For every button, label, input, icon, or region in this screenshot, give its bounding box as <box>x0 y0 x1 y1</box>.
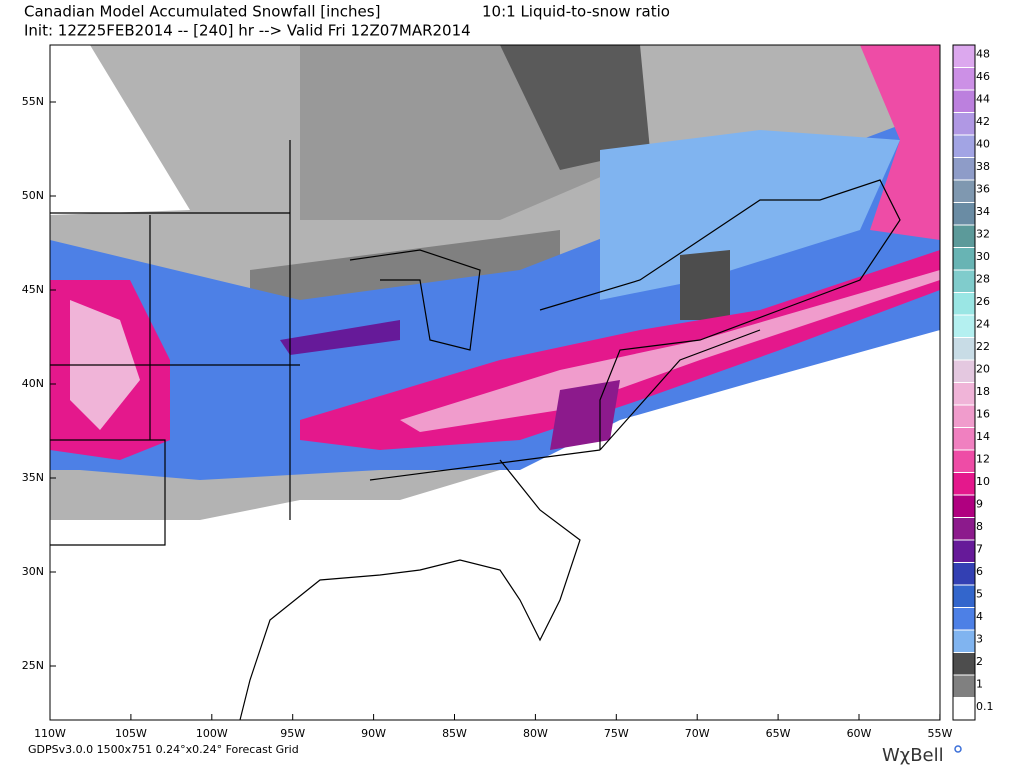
colorbar-swatch <box>952 652 976 676</box>
colorbar-label: 26 <box>976 295 990 308</box>
colorbar-swatch <box>952 337 976 361</box>
lon-label: 60W <box>847 727 872 740</box>
colorbar-label: 40 <box>976 137 990 150</box>
colorbar-label: 36 <box>976 182 990 195</box>
colorbar-label: 42 <box>976 115 990 128</box>
colorbar-swatch <box>952 112 976 136</box>
colorbar-label: 16 <box>976 407 990 420</box>
lon-label: 65W <box>766 727 791 740</box>
colorbar-swatch <box>952 494 976 518</box>
colorbar-label: 10 <box>976 475 990 488</box>
colorbar-swatch <box>952 674 976 698</box>
subtitle: Init: 12Z25FEB2014 -- [240] hr --> Valid… <box>24 22 471 40</box>
colorbar-label: 24 <box>976 317 990 330</box>
lat-label: 50N <box>22 189 44 202</box>
lon-label: 70W <box>685 727 710 740</box>
logo: WχBell <box>882 745 944 766</box>
colorbar-label: 22 <box>976 340 990 353</box>
title-right: 10:1 Liquid-to-snow ratio <box>482 3 670 21</box>
colorbar-swatch <box>952 404 976 428</box>
colorbar-swatch <box>952 247 976 271</box>
colorbar-swatch <box>952 157 976 181</box>
colorbar-swatch <box>952 472 976 496</box>
colorbar-label: 8 <box>976 520 983 533</box>
colorbar-swatch <box>952 179 976 203</box>
colorbar-label: 20 <box>976 362 990 375</box>
colorbar-label: 2 <box>976 655 983 668</box>
colorbar-label: 1 <box>976 677 983 690</box>
lat-label: 30N <box>22 565 44 578</box>
colorbar-label: 0.1 <box>976 700 994 713</box>
colorbar-label: 3 <box>976 632 983 645</box>
colorbar-swatch <box>952 224 976 248</box>
colorbar-swatch <box>952 202 976 226</box>
colorbar-swatch <box>952 584 976 608</box>
colorbar-swatch <box>952 607 976 631</box>
lon-label: 75W <box>604 727 629 740</box>
colorbar-label: 18 <box>976 385 990 398</box>
lat-label: 45N <box>22 283 44 296</box>
colorbar-swatch <box>952 269 976 293</box>
lat-label: 40N <box>22 377 44 390</box>
colorbar-label: 32 <box>976 227 990 240</box>
colorbar-swatch <box>952 134 976 158</box>
colorbar-swatch <box>952 89 976 113</box>
colorbar-label: 30 <box>976 250 990 263</box>
colorbar-label: 44 <box>976 92 990 105</box>
title: Canadian Model Accumulated Snowfall [inc… <box>24 3 380 21</box>
colorbar-label: 12 <box>976 452 990 465</box>
colorbar-label: 48 <box>976 47 990 60</box>
lat-label: 55N <box>22 95 44 108</box>
colorbar-label: 9 <box>976 497 983 510</box>
colorbar-label: 14 <box>976 430 990 443</box>
lon-label: 55W <box>927 727 952 740</box>
colorbar-swatch <box>952 67 976 91</box>
lon-label: 110W <box>34 727 66 740</box>
lat-label: 25N <box>22 659 44 672</box>
lon-label: 95W <box>280 727 305 740</box>
colorbar-label: 38 <box>976 160 990 173</box>
lat-labels: 55N 50N 45N 40N 35N 30N 25N <box>22 95 56 672</box>
colorbar-swatch <box>952 539 976 563</box>
lon-label: 90W <box>361 727 386 740</box>
colorbar-label: 5 <box>976 587 983 600</box>
colorbar-swatch <box>952 292 976 316</box>
map <box>49 44 941 721</box>
lon-label: 85W <box>442 727 467 740</box>
colorbar-label: 46 <box>976 70 990 83</box>
colorbar-label: 4 <box>976 610 983 623</box>
colorbar-label: 34 <box>976 205 990 218</box>
footer-grid: GDPSv3.0.0 1500x751 0.24°x0.24° Forecast… <box>28 743 299 756</box>
colorbar-swatch <box>952 449 976 473</box>
colorbar-swatch <box>952 517 976 541</box>
colorbar-swatch <box>952 314 976 338</box>
colorbar-swatch <box>952 382 976 406</box>
lon-label: 105W <box>115 727 147 740</box>
colorbar-swatch <box>952 562 976 586</box>
colorbar-label: 6 <box>976 565 983 578</box>
colorbar-frame <box>952 44 976 721</box>
logo-dot <box>954 745 962 753</box>
lon-labels: 110W 105W 100W 95W 90W 85W 80W 75W 70W 65W 60W 55W <box>34 714 952 740</box>
lat-label: 35N <box>22 471 44 484</box>
colorbar-swatch <box>952 359 976 383</box>
lon-label: 80W <box>523 727 548 740</box>
colorbar-swatch <box>952 44 976 68</box>
colorbar-label: 7 <box>976 542 983 555</box>
lon-label: 100W <box>196 727 228 740</box>
colorbar-swatch <box>952 629 976 653</box>
colorbar-label: 28 <box>976 272 990 285</box>
colorbar: 4846444240383634323028262422201816141210… <box>952 44 994 721</box>
colorbar-swatch <box>952 427 976 451</box>
colorbar-swatch <box>952 697 976 721</box>
